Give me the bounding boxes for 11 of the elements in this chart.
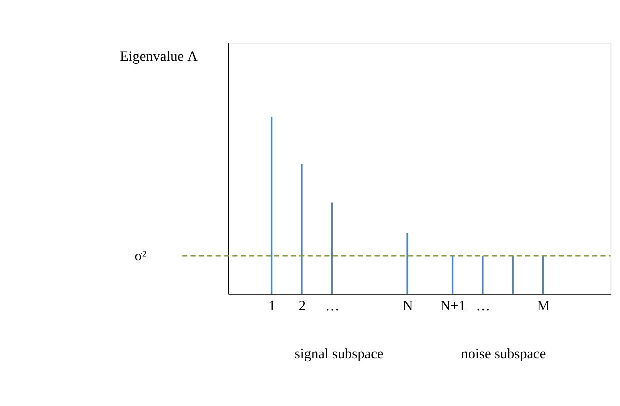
ref-line-label: σ² bbox=[134, 248, 147, 264]
x-tick-label: 2 bbox=[298, 298, 306, 314]
x-tick-label: N+1 bbox=[440, 298, 466, 314]
text: signal subspace bbox=[294, 346, 384, 362]
x-tick-label: N bbox=[402, 298, 414, 314]
text: noise subspace bbox=[461, 346, 546, 362]
y-axis-title: Eigenvalue Λ bbox=[120, 48, 199, 65]
x-tick-label: … bbox=[476, 298, 490, 314]
x-tick-label: M bbox=[537, 298, 550, 314]
x-tick-label: … bbox=[325, 298, 340, 314]
x-tick-label: 1 bbox=[268, 298, 276, 314]
